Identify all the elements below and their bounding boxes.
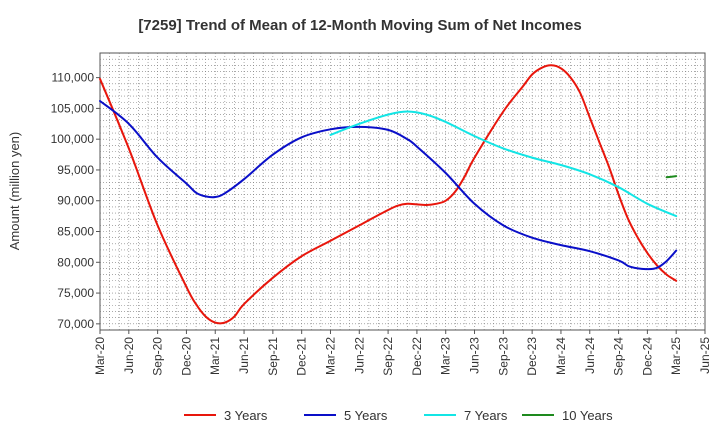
x-tick-label: Mar-20 — [93, 337, 107, 375]
y-axis-ticks: 70,000 75,000 80,000 85,000 90,000 95,000 100,… — [51, 71, 100, 331]
legend-label: 3 Years — [224, 408, 268, 423]
y-tick-label: 100,000 — [51, 132, 95, 146]
y-axis-label: Amount (million yen) — [7, 132, 22, 251]
x-tick-label: Jun-24 — [583, 337, 597, 374]
legend-label: 7 Years — [464, 408, 508, 423]
x-tick-label: Mar-23 — [439, 337, 453, 375]
y-tick-label: 95,000 — [57, 163, 94, 177]
x-tick-label: Jun-23 — [468, 337, 482, 374]
y-tick-label: 90,000 — [57, 194, 94, 208]
series-line-1 — [99, 64, 678, 325]
plot-frame — [99, 52, 706, 331]
y-tick-label: 110,000 — [52, 71, 95, 85]
legend: 3 Years 5 Years 7 Years 10 Years — [184, 408, 613, 423]
x-tick-label: Jun-21 — [237, 337, 251, 374]
x-tick-label: Dec-22 — [410, 337, 424, 376]
x-tick-label: Mar-24 — [554, 337, 568, 375]
x-tick-label: Sep-23 — [496, 337, 510, 376]
legend-label: 10 Years — [562, 408, 613, 423]
x-tick-label: Jun-22 — [352, 337, 366, 374]
x-tick-label: Jun-20 — [122, 337, 136, 374]
legend-label: 5 Years — [344, 408, 388, 423]
x-tick-label: Dec-20 — [179, 337, 193, 376]
x-tick-label: Dec-21 — [295, 337, 309, 376]
x-tick-label: Dec-23 — [525, 337, 539, 376]
x-tick-label: Sep-22 — [381, 337, 395, 376]
y-tick-label: 85,000 — [57, 225, 94, 239]
series-layer — [99, 64, 678, 325]
y-tick-label: 80,000 — [57, 255, 94, 269]
x-tick-label: Mar-21 — [208, 337, 222, 375]
series-line-4 — [665, 175, 678, 179]
y-tick-label: 105,000 — [51, 101, 95, 115]
series-line-3 — [329, 110, 678, 218]
x-tick-label: Sep-24 — [612, 337, 626, 376]
x-tick-label: Sep-20 — [151, 337, 165, 376]
series-line-2 — [99, 100, 678, 271]
y-tick-label: 75,000 — [57, 286, 94, 300]
x-tick-label: Dec-24 — [640, 337, 654, 376]
plot-area — [99, 52, 706, 331]
chart-title: [7259] Trend of Mean of 12-Month Moving … — [138, 17, 581, 34]
x-axis-ticks: Mar-20 Jun-20 Sep-20 Dec-20 Mar-21 Jun-21 Sep-… — [93, 330, 712, 376]
x-tick-label: Mar-22 — [323, 337, 337, 375]
x-tick-label: Mar-25 — [669, 337, 683, 375]
y-tick-label: 70,000 — [57, 317, 94, 331]
x-tick-label: Jun-25 — [698, 337, 712, 374]
x-tick-label: Sep-21 — [266, 337, 280, 376]
